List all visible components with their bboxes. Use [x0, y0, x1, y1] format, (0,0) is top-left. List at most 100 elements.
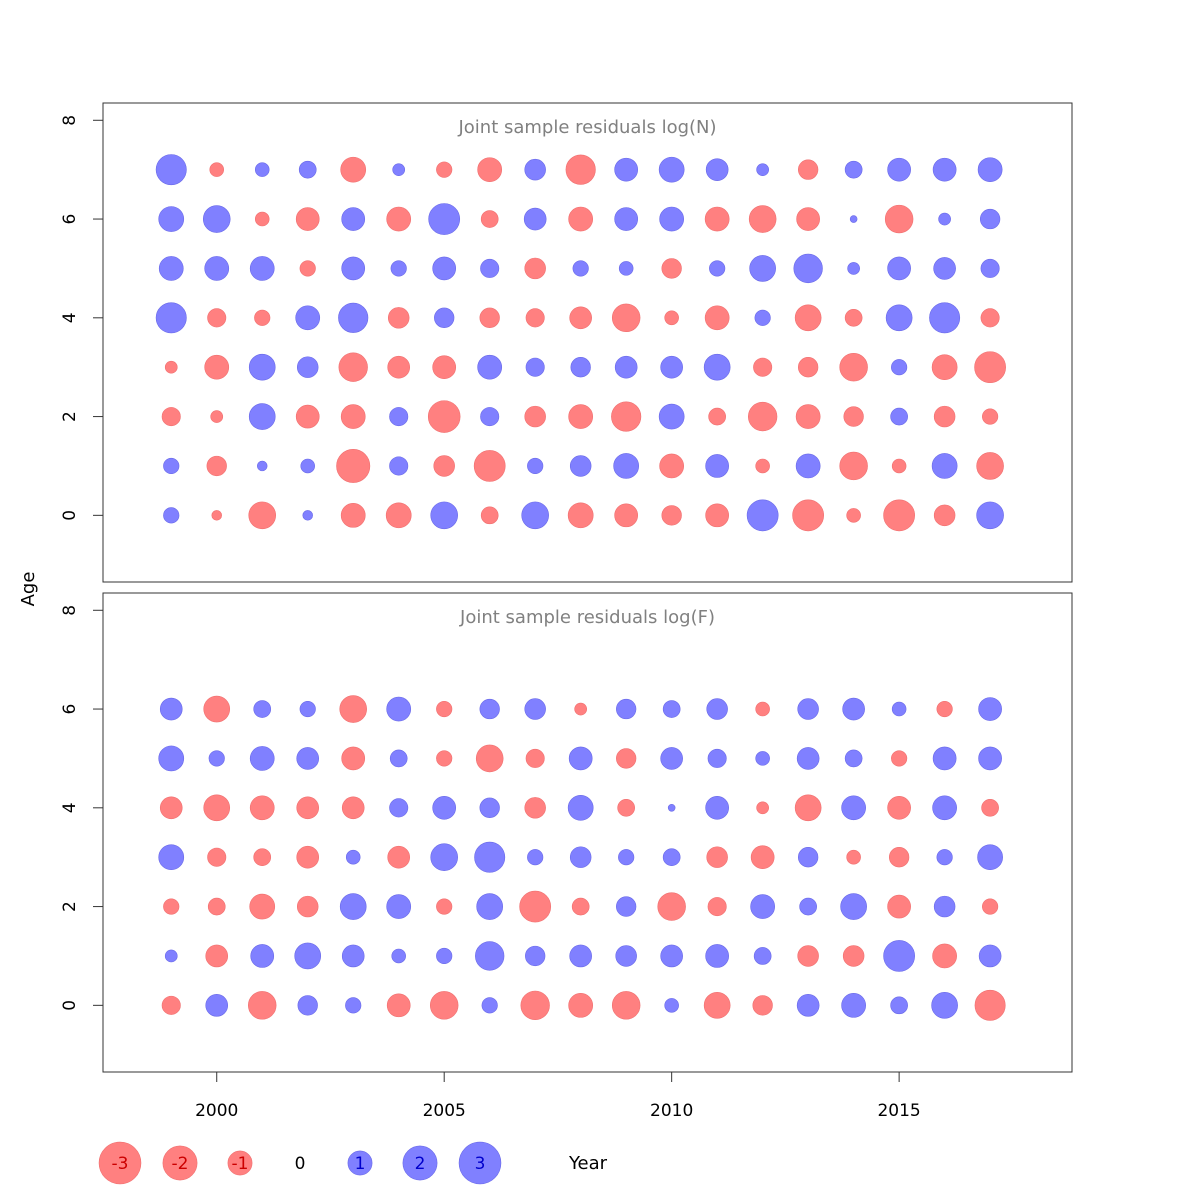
- residual-bubble: [202, 205, 231, 233]
- residual-bubble: [887, 894, 911, 919]
- residual-bubble: [979, 208, 1001, 230]
- residual-bubble: [389, 456, 409, 476]
- residual-bubble: [938, 212, 951, 226]
- residual-bubble: [249, 893, 276, 920]
- residual-bubble: [891, 458, 907, 474]
- residual-bubble: [390, 260, 407, 277]
- residual-bubble: [661, 258, 682, 279]
- residual-bubble: [432, 795, 457, 820]
- y-tick-label: 4: [60, 312, 80, 323]
- residual-bubble: [748, 401, 778, 432]
- residual-bubble: [847, 262, 860, 275]
- residual-bubble: [844, 160, 863, 179]
- residual-bubble: [932, 157, 957, 182]
- residual-bubble: [389, 749, 408, 768]
- residual-bubble: [525, 748, 545, 768]
- residual-bubble: [207, 308, 227, 328]
- residual-bubble: [389, 407, 409, 427]
- residual-bubble: [887, 795, 911, 820]
- residual-bubble: [616, 698, 637, 720]
- residual-bubble: [705, 454, 729, 478]
- residual-bubble: [883, 499, 915, 532]
- residual-bubble: [933, 504, 956, 527]
- residual-bubble: [611, 991, 641, 1020]
- residual-bubble: [705, 944, 729, 968]
- residual-bubble: [392, 163, 406, 176]
- residual-bubble: [704, 206, 730, 232]
- legend-label: -2: [172, 1154, 189, 1174]
- residual-bubble: [436, 947, 453, 965]
- residual-bubble: [163, 507, 180, 524]
- residual-bubble: [841, 795, 866, 821]
- residual-bubble: [792, 499, 824, 532]
- residual-bubble: [203, 695, 231, 723]
- residual-bubble: [249, 746, 275, 771]
- residual-bubble: [932, 943, 957, 969]
- residual-bubble: [796, 994, 820, 1017]
- residual-bubble: [936, 849, 953, 866]
- residual-bubble: [931, 992, 958, 1019]
- residual-bubble: [524, 797, 546, 819]
- residual-bubble: [436, 898, 453, 915]
- legend-label: 3: [475, 1154, 486, 1174]
- residual-bubble: [614, 503, 639, 528]
- residual-bubble: [839, 352, 868, 382]
- residual-bubble: [211, 510, 222, 521]
- residual-bubble: [614, 157, 639, 182]
- residual-bubble: [253, 848, 272, 867]
- residual-bubble: [297, 995, 318, 1016]
- residual-bubble: [933, 405, 956, 428]
- residual-bubble: [570, 357, 591, 378]
- residual-bubble: [250, 944, 275, 968]
- residual-bubble: [754, 309, 771, 326]
- residual-bubble: [982, 898, 999, 915]
- residual-bubble: [883, 940, 915, 972]
- residual-bubble: [658, 156, 685, 183]
- residual-bubble: [569, 944, 592, 968]
- residual-bubble: [299, 260, 316, 277]
- residual-bubble: [295, 305, 321, 331]
- legend-label: -3: [112, 1154, 129, 1174]
- residual-bubble: [618, 849, 635, 866]
- residual-bubble: [569, 455, 592, 477]
- panel-2: Joint sample residuals log(F) 0 2 4 6 8: [60, 592, 1073, 1073]
- residual-bubble: [667, 804, 676, 812]
- residual-bubble: [611, 303, 641, 333]
- residual-bubble: [753, 357, 773, 377]
- residual-bubble: [887, 157, 911, 182]
- y-tick-label: 6: [60, 214, 80, 225]
- residual-bubble: [339, 695, 367, 723]
- residual-bubble: [480, 407, 500, 427]
- residual-bubble: [521, 501, 549, 530]
- residual-bubble: [163, 457, 180, 475]
- residual-bubble: [386, 993, 411, 1018]
- residual-bubble: [386, 696, 412, 722]
- residual-bubble: [705, 503, 729, 528]
- residual-bubble: [387, 307, 410, 329]
- residual-bubble: [750, 894, 775, 919]
- residual-bubble: [475, 941, 505, 971]
- residual-bubble: [798, 357, 819, 378]
- residual-bubble: [755, 701, 770, 717]
- y-tick-label: 2: [60, 411, 80, 422]
- residual-bubble: [158, 844, 185, 871]
- residual-bubble: [524, 158, 546, 181]
- residual-bubble: [978, 697, 1002, 721]
- residual-bubble: [705, 795, 729, 820]
- residual-bubble: [708, 407, 726, 426]
- residual-bubble: [155, 154, 187, 186]
- residual-bubble: [158, 206, 185, 232]
- residual-bubble: [981, 798, 999, 817]
- residual-bubble: [205, 994, 229, 1017]
- residual-bubble: [203, 794, 231, 822]
- residual-bubble: [617, 798, 635, 817]
- residual-bubble: [248, 353, 276, 381]
- residual-bubble: [931, 453, 958, 479]
- residual-bubble: [932, 746, 957, 771]
- residual-bubble: [611, 401, 642, 432]
- residual-bubble: [525, 945, 546, 967]
- residual-bubble: [481, 997, 498, 1014]
- residual-bubble: [976, 452, 1004, 480]
- residual-bubble: [341, 796, 365, 820]
